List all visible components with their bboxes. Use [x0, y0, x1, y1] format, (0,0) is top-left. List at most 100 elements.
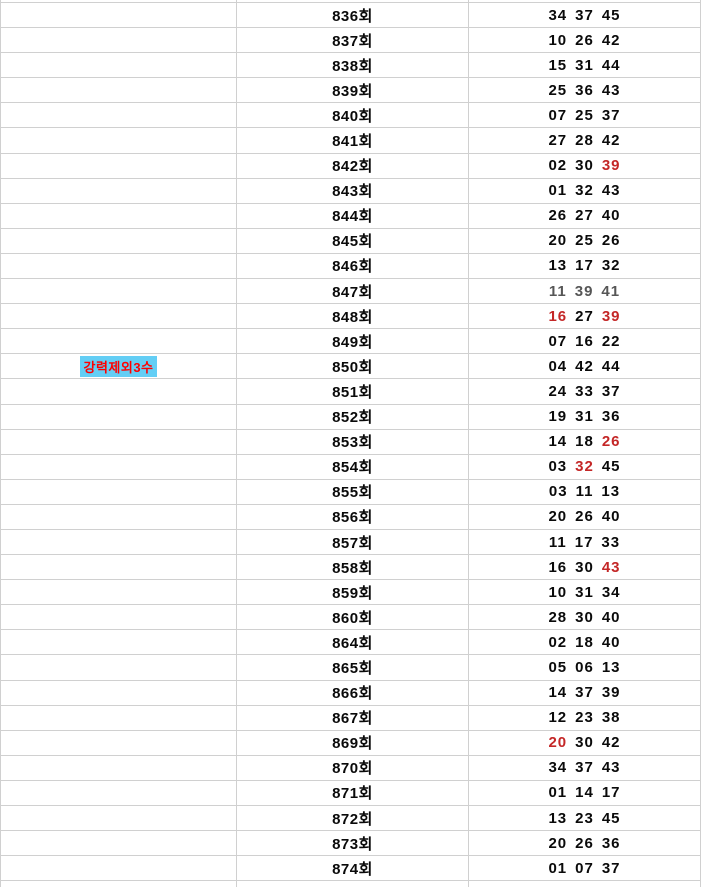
numbers-cell: 02 18 40: [468, 629, 701, 656]
exclude-cell: [0, 252, 237, 280]
numbers-cell: 07 25 37: [468, 102, 701, 129]
round-label: 851회: [332, 383, 373, 401]
round-label: 846회: [332, 258, 373, 276]
round-label: 852회: [332, 409, 373, 427]
number: 13: [601, 658, 621, 676]
round-label: 841회: [332, 133, 373, 151]
number: 26: [575, 508, 594, 526]
round-label: 869회: [332, 735, 373, 753]
number: 30: [575, 558, 594, 576]
exclude-cell: [0, 278, 237, 305]
round-cell: 871회: [236, 779, 469, 807]
number: 26: [548, 207, 568, 225]
number: 06: [575, 658, 594, 676]
round-label: 873회: [332, 835, 373, 853]
exclude-cell: [0, 704, 237, 731]
number: 42: [575, 357, 594, 375]
table-row: 865회 05 06 13: [0, 654, 701, 681]
number: 20: [548, 508, 568, 526]
table-row: 강력제외3수 850회 04 42 44: [0, 353, 701, 380]
table-row: 839회 25 36 43: [0, 77, 701, 104]
round-cell: 839회: [236, 77, 469, 104]
table-row: 842회 02 30 39: [0, 152, 701, 179]
table-row: 854회 03 32 45: [0, 453, 701, 480]
table-row: 856회 20 26 40: [0, 503, 701, 530]
number: 26: [575, 834, 594, 852]
exclude-cell: [0, 880, 237, 887]
number: 25: [575, 232, 594, 250]
table-row: 843회 01 32 43: [0, 177, 701, 204]
exclude-cell: [0, 177, 237, 204]
round-cell: 849회: [236, 328, 469, 355]
numbers-cell: 34 37 43: [468, 754, 701, 781]
round-cell: 870회: [236, 754, 469, 781]
round-cell: 846회: [236, 252, 469, 280]
round-cell: 837회: [236, 27, 469, 54]
round-label: 854회: [332, 459, 373, 477]
round-label: 855회: [332, 484, 373, 502]
number: 34: [548, 6, 568, 24]
round-label: 850회: [332, 358, 373, 376]
exclude-label: 강력제외3수: [80, 355, 157, 377]
round-label: 843회: [332, 183, 373, 201]
number: 37: [575, 6, 594, 24]
numbers-cell: 20 26 36: [468, 830, 701, 857]
round-label: 836회: [332, 7, 373, 25]
numbers-cell: 07 16 22: [468, 328, 701, 355]
table-row: 866회 14 37 39: [0, 679, 701, 706]
round-cell: 843회: [236, 177, 469, 204]
number: 39: [601, 157, 621, 175]
numbers-cell: 01 07 37: [468, 855, 701, 882]
number: 16: [575, 332, 594, 350]
round-cell: 855회: [236, 478, 469, 505]
number: 36: [575, 81, 594, 99]
table-row: 847회 11 39 41: [0, 278, 701, 305]
table-row: 841회 27 28 42: [0, 127, 701, 154]
number: 45: [601, 6, 621, 24]
number: 41: [601, 282, 621, 300]
number: 45: [601, 458, 621, 476]
table-row: 848회 16 27 39: [0, 303, 701, 330]
round-label: 874회: [332, 860, 373, 878]
numbers-cell: 05 06 13: [468, 654, 701, 681]
number: 42: [601, 31, 621, 49]
number: 36: [601, 834, 621, 852]
exclude-cell: [0, 378, 237, 405]
number: 13: [601, 483, 621, 501]
number: 31: [575, 56, 594, 74]
numbers-cell: 10 31 34: [468, 579, 701, 606]
exclude-cell: [0, 303, 237, 330]
number: 10: [548, 583, 568, 601]
number: 23: [575, 709, 594, 727]
number: 42: [601, 132, 621, 150]
number: 10: [548, 31, 568, 49]
exclude-cell: [0, 77, 237, 104]
exclude-cell: [0, 629, 237, 656]
number: 20: [548, 734, 568, 752]
table-row: 855회 03 11 13: [0, 478, 701, 505]
number: 32: [575, 182, 594, 200]
numbers-cell: 20 25 26: [468, 227, 701, 254]
exclude-cell: [0, 27, 237, 54]
number: 17: [574, 533, 594, 551]
number: 45: [601, 809, 621, 827]
exclude-cell: [0, 528, 237, 556]
exclude-cell: [0, 52, 237, 79]
number: 27: [575, 307, 594, 325]
numbers-cell: 25 36 43: [468, 77, 701, 104]
exclude-cell: [0, 328, 237, 355]
round-cell: 848회: [236, 303, 469, 330]
numbers-cell: 28 30 40: [468, 604, 701, 631]
number: 33: [601, 533, 621, 551]
number: 16: [548, 558, 568, 576]
table-row: 872회 13 23 45: [0, 804, 701, 832]
number: 39: [574, 282, 594, 300]
table-row: 871회 01 14 17: [0, 779, 701, 807]
number: 07: [548, 106, 568, 124]
exclude-cell: [0, 579, 237, 606]
round-label: 871회: [332, 785, 373, 803]
number: 07: [548, 332, 568, 350]
exclude-cell: [0, 503, 237, 530]
exclude-cell: [0, 127, 237, 154]
